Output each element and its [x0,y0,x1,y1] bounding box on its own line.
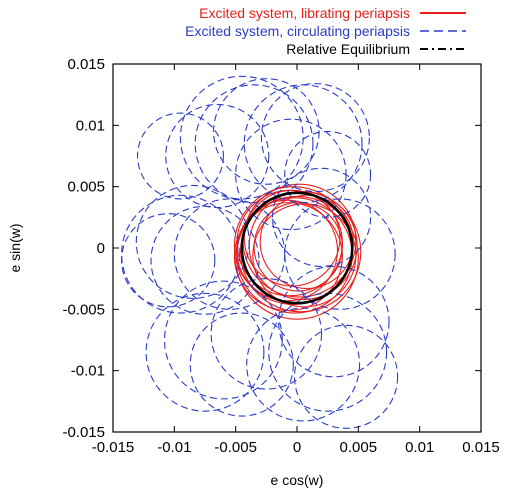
series-layer [121,75,399,429]
series-excited-system-circulating-periapsis [121,75,399,429]
orbit-circle [236,199,339,302]
y-tick-label: -0.01 [71,363,105,380]
orbit-circle [121,213,216,308]
orbit-circle [213,78,320,185]
legend: Excited system, librating periapsis Exci… [185,5,466,57]
orbit-circle [150,205,260,315]
orbit-circle [240,191,354,305]
orbit-circle [252,203,357,308]
orbit-circle [189,312,294,417]
y-tick-label: 0.015 [67,56,105,73]
orbit-circle [145,292,265,412]
orbit-circle [194,84,314,204]
orbit-circle [243,84,363,204]
legend-label-librating: Excited system, librating periapsis [199,5,410,21]
x-tick-label: -0.015 [92,439,135,456]
orbit-circle [293,324,399,429]
orbit-circle [233,202,343,312]
x-tick-label: -0.005 [214,439,257,456]
x-tick-label: 0.015 [462,439,500,456]
orbit-circle [135,184,250,299]
x-tick-label: 0.005 [340,439,378,456]
orbit-circle [121,194,240,314]
y-tick-label: 0.01 [76,117,105,134]
y-tick-label: -0.015 [62,424,105,441]
orbit-circle [284,198,396,310]
orbit-circle [173,198,286,310]
orbit-circle [246,307,361,422]
y-tick-label: 0.005 [67,179,105,196]
orbit-circle [284,130,372,218]
orbit-circle [260,83,370,193]
x-tick-label: -0.01 [157,439,191,456]
series-relative-equilibrium [240,191,354,305]
orbit-circle [179,75,304,200]
orbit-circle [136,112,224,200]
legend-label-circulating: Excited system, circulating periapsis [185,23,410,39]
legend-label-equilibrium: Relative Equilibrium [286,41,410,57]
orbit-circle [210,278,323,390]
y-tick-label: 0 [97,240,105,257]
x-tick-label: 0.01 [405,439,434,456]
orbit-circle [271,167,372,267]
y-tick-label: -0.005 [62,301,105,318]
x-tick-label: 0 [293,439,301,456]
y-axis-label: e sin(w) [7,223,23,272]
orbit-circle [235,195,359,320]
orbit-circle [259,194,354,290]
x-axis-label: e cos(w) [271,472,324,488]
ticks-layer: -0.015 -0.01 -0.005 0 0.005 0.01 0.015 0.015 0.0… [62,56,499,456]
orbit-circle [278,265,390,378]
